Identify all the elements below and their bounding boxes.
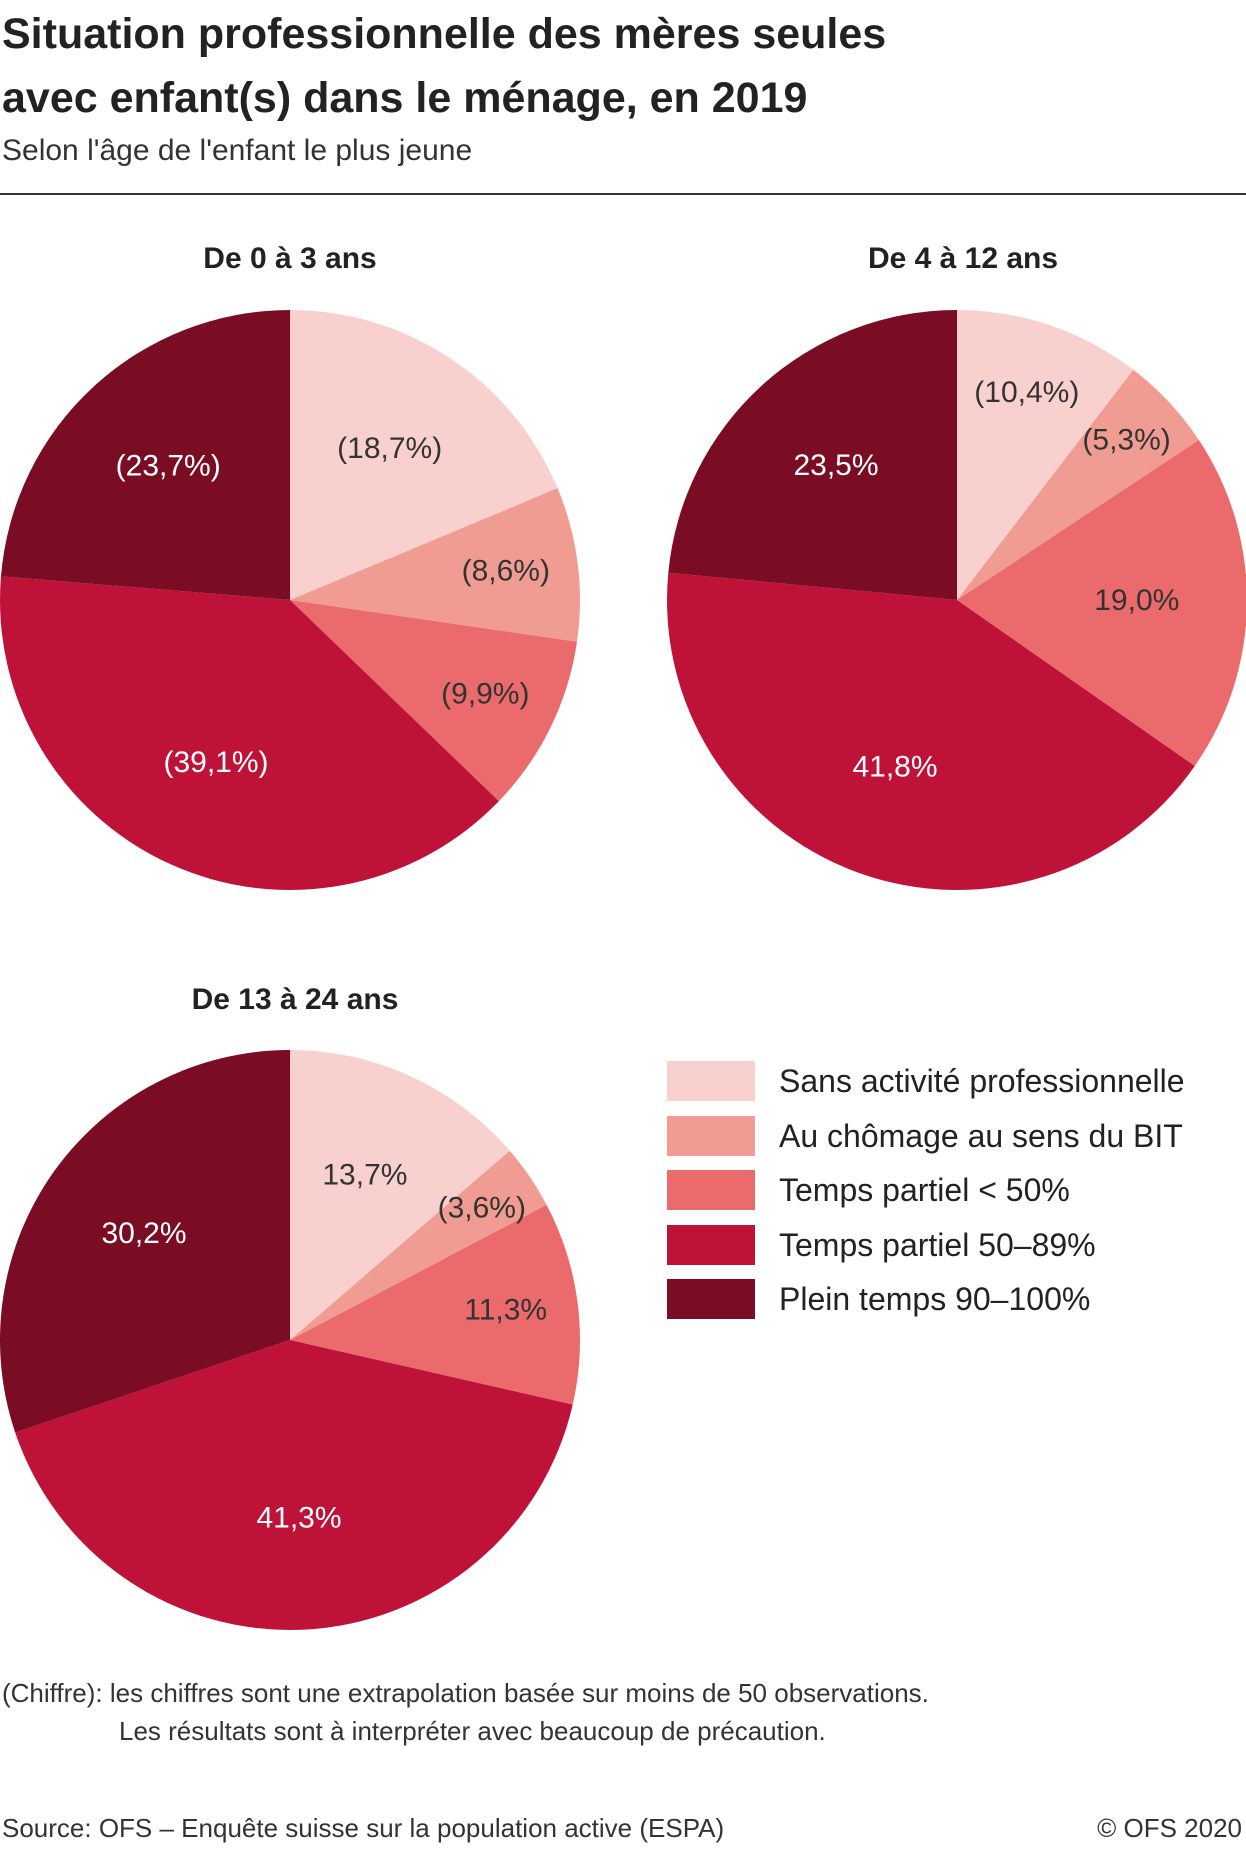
- legend-item-partiel-50-89: Temps partiel 50–89%: [667, 1224, 1185, 1280]
- pie-title-13-24: De 13 à 24 ans: [191, 983, 399, 1016]
- pie-slice-chomage: [290, 1150, 547, 1340]
- legend-label: Plein temps 90–100%: [779, 1281, 1091, 1317]
- copyright: © OFS 2020: [1097, 1813, 1242, 1843]
- footnote-line-2: Les résultats sont à interpréter avec be…: [119, 1716, 826, 1746]
- footnote-line-1: (Chiffre): les chiffres sont une extrapo…: [2, 1678, 929, 1708]
- pie-slice-chomage: [957, 369, 1199, 600]
- legend-swatch: [667, 1061, 755, 1101]
- pie-data-label: (18,7%): [337, 432, 442, 465]
- legend-label: Temps partiel 50–89%: [779, 1226, 1096, 1263]
- pie-data-label: (5,3%): [1082, 424, 1170, 457]
- pie-slice-sans-activite: [290, 1050, 510, 1340]
- pie-data-label: (3,6%): [438, 1191, 526, 1224]
- legend-item-chomage: Au chômage au sens du BIT: [667, 1115, 1185, 1171]
- pie-data-label: 23,5%: [793, 449, 878, 482]
- legend-swatch: [667, 1115, 755, 1156]
- chart-title: Situation professionnelle des mères seul…: [2, 2, 1002, 130]
- pie-data-label: (39,1%): [163, 746, 268, 779]
- legend-label: Sans activité professionnelle: [779, 1063, 1185, 1099]
- legend-swatch: [667, 1224, 755, 1265]
- legend-label: Au chômage au sens du BIT: [779, 1117, 1183, 1154]
- pie-slice-sans-activite: [290, 310, 558, 600]
- pie-slice-partiel-50-89: [667, 572, 1195, 891]
- pie-data-label: 19,0%: [1094, 584, 1179, 617]
- pie-data-label: 30,2%: [101, 1217, 186, 1250]
- legend-item-partiel-moins-50: Temps partiel < 50%: [667, 1170, 1185, 1225]
- legend-item-plein-temps: Plein temps 90–100%: [667, 1279, 1185, 1334]
- pie-data-label: 11,3%: [464, 1294, 547, 1327]
- legend-item-sans-activite: Sans activité professionnelle: [667, 1061, 1185, 1116]
- header-divider: [0, 193, 1246, 195]
- pie-data-label: (9,9%): [441, 678, 529, 711]
- pie-slice-plein-temps: [668, 310, 957, 600]
- pie-slice-plein-temps: [0, 1050, 291, 1433]
- pie-slice-sans-activite: [957, 310, 1134, 600]
- pie-data-label: 41,8%: [852, 751, 937, 784]
- pie-data-label: (23,7%): [116, 450, 221, 483]
- legend-swatch: [667, 1170, 755, 1210]
- pie-title-4-12: De 4 à 12 ans: [867, 242, 1059, 275]
- pie-data-label: 41,3%: [256, 1502, 341, 1535]
- pie-slice-partiel-moins-50: [290, 600, 577, 802]
- source-note: Source: OFS – Enquête suisse sur la popu…: [2, 1813, 725, 1843]
- pie-slice-partiel-50-89: [15, 1340, 573, 1630]
- pie-data-label: (8,6%): [462, 555, 550, 588]
- footnote: (Chiffre): les chiffres sont une extrapo…: [2, 1674, 929, 1750]
- pie-data-label: 13,7%: [322, 1159, 407, 1192]
- pie-slice-partiel-moins-50: [290, 1204, 580, 1405]
- pie-slice-partiel-moins-50: [957, 440, 1246, 767]
- pie-data-label: (10,4%): [974, 376, 1079, 409]
- legend: Sans activité professionnelle Au chômage…: [667, 1061, 1185, 1334]
- title-line-1: Situation professionnelle des mères seul…: [2, 10, 887, 58]
- pie-slice-chomage: [290, 488, 581, 642]
- pie-slice-plein-temps: [0, 310, 290, 600]
- legend-swatch: [667, 1279, 755, 1319]
- legend-label: Temps partiel < 50%: [779, 1172, 1070, 1208]
- title-line-2: avec enfant(s) dans le ménage, en 2019: [2, 74, 808, 122]
- pie-slice-partiel-50-89: [0, 576, 499, 890]
- chart-subtitle: Selon l'âge de l'enfant le plus jeune: [2, 134, 473, 167]
- pie-title-0-3: De 0 à 3 ans: [203, 242, 377, 275]
